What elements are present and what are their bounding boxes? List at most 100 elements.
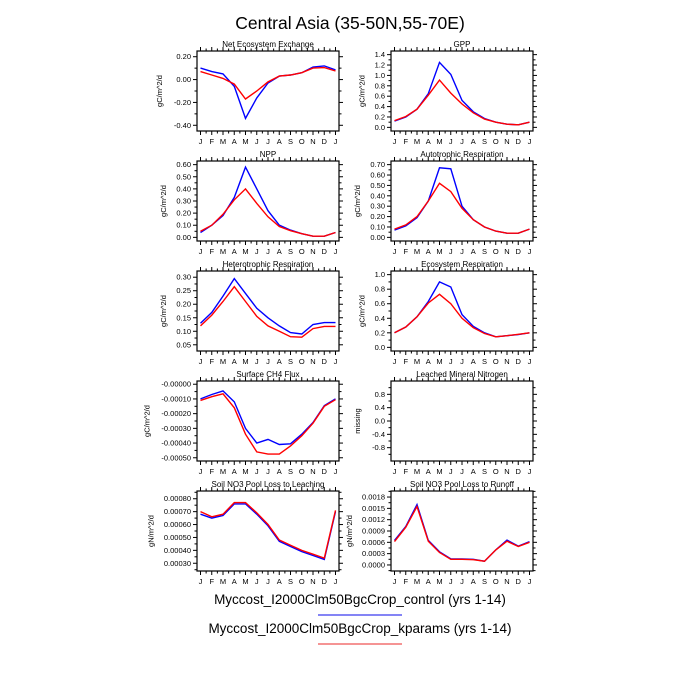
x-tick-label: N — [504, 577, 509, 585]
y-tick-label: 0.10 — [370, 222, 385, 231]
y-tick-label: 0.0012 — [362, 515, 385, 524]
x-tick-label: O — [299, 247, 305, 256]
x-tick-label: J — [266, 247, 270, 256]
plot-frame — [390, 270, 534, 352]
y-tick-label: -0.8 — [372, 443, 385, 452]
x-tick-label: F — [403, 357, 408, 366]
x-tick-label: A — [426, 577, 431, 585]
x-tick-label: M — [414, 137, 420, 146]
x-tick-label: J — [199, 467, 203, 476]
y-tick-label: 0.00050 — [164, 533, 191, 542]
x-tick-label: M — [242, 137, 248, 146]
x-tick-label: J — [255, 247, 259, 256]
series-line-kparams — [394, 293, 530, 338]
series-line-kparams — [200, 501, 337, 560]
x-tick-label: M — [220, 467, 226, 476]
x-tick-label: M — [220, 247, 226, 256]
y-tick-label: 0.00 — [370, 233, 385, 242]
x-tick-label: O — [493, 137, 499, 146]
y-tick-label: 0.6 — [375, 299, 385, 308]
x-tick-label: J — [255, 137, 259, 146]
x-tick-label: N — [504, 467, 509, 476]
x-tick-label: D — [516, 137, 522, 146]
y-tick-label: 0.4 — [375, 102, 385, 111]
x-tick-label: M — [436, 577, 442, 585]
series-line-kparams — [200, 187, 336, 237]
x-tick-label: S — [288, 247, 293, 256]
x-tick-label: A — [232, 247, 237, 256]
y-tick-label: 0.4 — [375, 403, 385, 412]
x-tick-label: J — [199, 247, 203, 256]
plot-title: Net Ecosystem Exchange — [222, 40, 314, 49]
series-line-control — [394, 281, 530, 338]
y-tick-label: 1.0 — [375, 270, 385, 279]
series-line-control — [200, 277, 336, 335]
x-tick-label: O — [299, 577, 305, 585]
x-tick-label: J — [449, 577, 453, 585]
y-tick-label: 0.2 — [375, 112, 385, 121]
y-tick-label: 0.10 — [176, 327, 191, 336]
series-line-control — [200, 165, 336, 237]
y-tick-label: -0.00030 — [161, 424, 191, 433]
series-line-control — [393, 502, 530, 562]
plot-title: Autotrophic Respiration — [420, 150, 503, 159]
y-tick-label: 0.0003 — [362, 549, 385, 558]
y-tick-label: 0.8 — [375, 81, 385, 90]
y-tick-label: 0.0015 — [362, 504, 385, 513]
x-tick-label: N — [310, 577, 315, 585]
legend-line-control-sample — [318, 614, 402, 616]
y-tick-label: 0.30 — [176, 197, 191, 206]
x-tick-label: J — [255, 467, 259, 476]
x-tick-label: A — [232, 137, 237, 146]
y-tick-label: 0.0 — [375, 123, 385, 132]
plot-title: Surface CH4 Flux — [236, 370, 299, 379]
plot-frame — [390, 160, 534, 242]
plot-title: Heterotrophic Respiration — [223, 260, 314, 269]
y-axis-label: gC/m^2/d — [155, 75, 164, 107]
x-tick-label: J — [460, 467, 464, 476]
x-tick-label: A — [426, 247, 431, 256]
x-tick-label: A — [471, 577, 476, 585]
x-tick-label: A — [471, 247, 476, 256]
y-tick-label: 0.0000 — [362, 560, 385, 569]
x-tick-label: S — [482, 357, 487, 366]
series-line-kparams — [394, 78, 530, 126]
y-tick-label: -0.00020 — [161, 409, 191, 418]
series-line-kparams — [200, 285, 336, 338]
y-tick-label: 0.8 — [375, 285, 385, 294]
y-axis-label: gN/m^2/d — [345, 515, 354, 547]
x-tick-label: J — [334, 247, 338, 256]
legend-label-kparams: Myccost_I2000Clm50BgcCrop_kparams (yrs 1… — [208, 621, 512, 636]
y-tick-label: 0.0018 — [362, 493, 385, 502]
x-tick-label: D — [516, 467, 522, 476]
x-tick-label: M — [414, 247, 420, 256]
y-tick-label: 0.8 — [375, 390, 385, 399]
x-tick-label: O — [299, 137, 305, 146]
x-tick-label: M — [436, 137, 442, 146]
legend-item-control: Myccost_I2000Clm50BgcCrop_control (yrs 1… — [40, 592, 680, 621]
x-tick-label: F — [209, 247, 214, 256]
x-tick-label: S — [288, 467, 293, 476]
x-tick-label: A — [277, 247, 282, 256]
x-tick-label: M — [242, 467, 248, 476]
x-tick-label: M — [220, 137, 226, 146]
x-tick-label: A — [232, 467, 237, 476]
x-tick-label: D — [322, 137, 328, 146]
x-tick-label: A — [277, 467, 282, 476]
series-line-kparams — [393, 504, 530, 562]
x-tick-label: J — [199, 577, 203, 585]
x-tick-label: M — [242, 577, 248, 585]
y-tick-label: 0.00 — [176, 75, 191, 84]
plot-frame — [196, 270, 340, 352]
x-tick-label: S — [482, 137, 487, 146]
y-tick-label: 0.15 — [176, 313, 191, 322]
x-tick-label: J — [449, 247, 453, 256]
y-tick-label: 0.00 — [176, 233, 191, 242]
x-tick-label: J — [460, 577, 464, 585]
series-line-kparams — [394, 182, 530, 234]
